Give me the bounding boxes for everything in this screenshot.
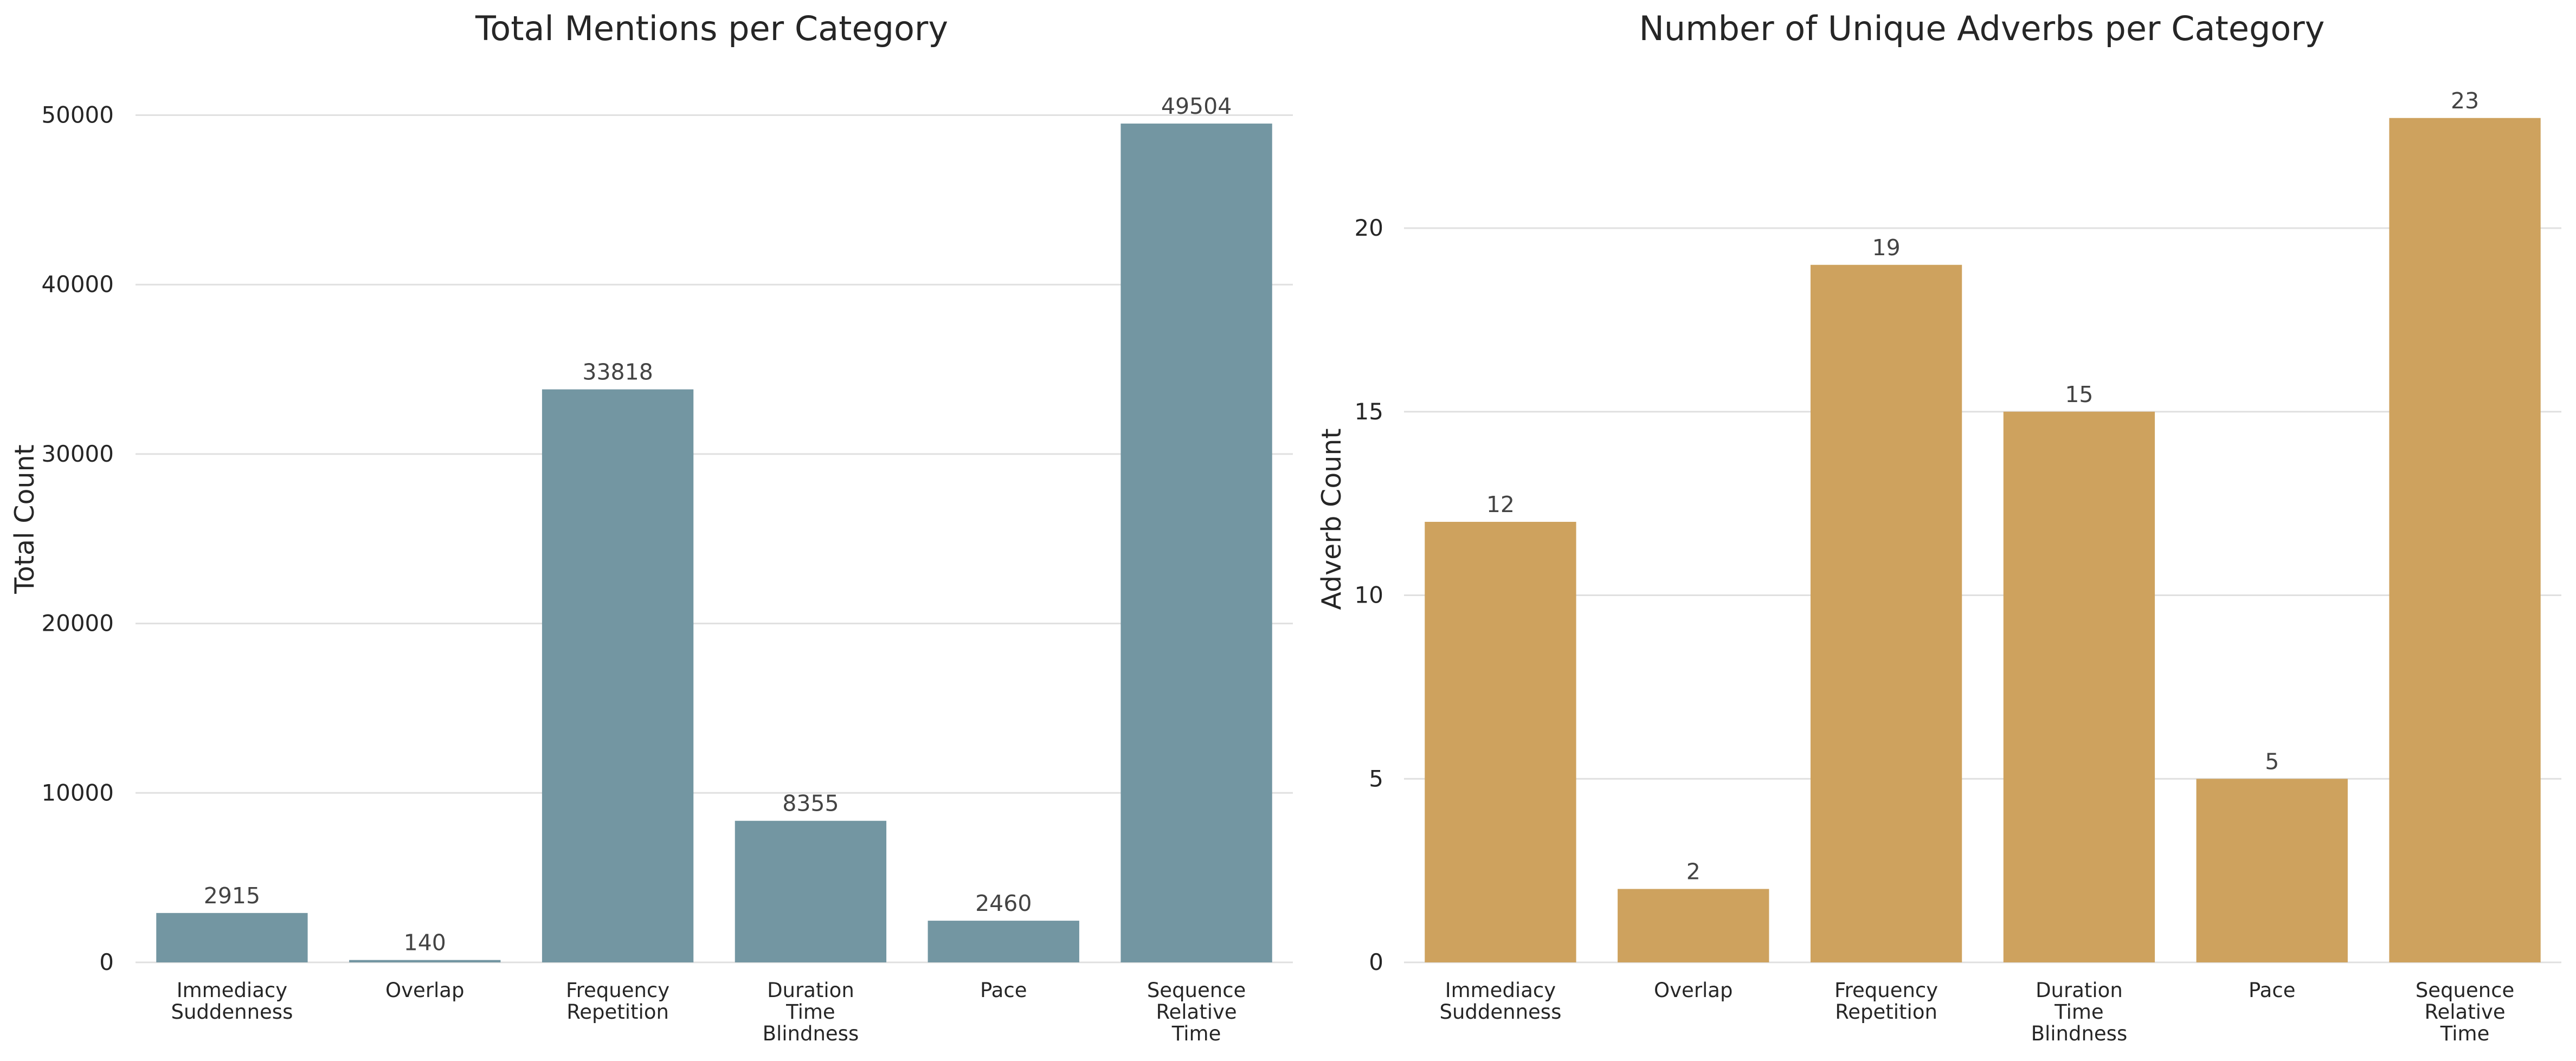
mentions-value-label: 8355: [782, 791, 839, 817]
mentions-y-tick-label: 20000: [41, 610, 114, 637]
adverbs-y-tick-label: 0: [1369, 949, 1383, 975]
adverbs-y-tick-label: 5: [1369, 765, 1383, 792]
mentions-x-tick-line: Time: [1171, 1022, 1221, 1045]
adverbs-y-tick-label: 20: [1355, 215, 1383, 241]
mentions-x-tick-line: Overlap: [385, 979, 464, 1002]
mentions-bar: [1120, 124, 1272, 963]
mentions-x-tick-line: Sequence: [1147, 979, 1246, 1002]
mentions-value-label: 2460: [975, 890, 1032, 916]
adverbs-x-tick-label: Pace: [2249, 979, 2295, 1002]
mentions-y-tick-label: 30000: [41, 441, 114, 467]
adverbs-x-tick-line: Overlap: [1654, 979, 1733, 1002]
mentions-y-tick-label: 10000: [41, 779, 114, 806]
mentions-x-tick-line: Duration: [767, 979, 854, 1002]
adverbs-y-tick-label: 15: [1355, 398, 1383, 425]
adverbs-x-tick-line: Frequency: [1834, 979, 1938, 1002]
adverbs-value-label: 12: [1486, 491, 1515, 517]
adverbs-bar: [1425, 522, 1576, 962]
adverbs-x-tick-line: Blindness: [2031, 1022, 2128, 1045]
mentions-bar: [928, 921, 1079, 962]
adverbs-value-label: 2: [1686, 859, 1701, 885]
mentions-chart-bars: [156, 124, 1272, 963]
mentions-x-tick-line: Suddenness: [171, 1000, 293, 1024]
adverbs-chart-value-labels: 12 2 19 15 5 23: [1486, 88, 2479, 885]
adverbs-bar: [2196, 779, 2348, 962]
adverbs-chart-title: Number of Unique Adverbs per Category: [1639, 9, 2325, 48]
adverbs-value-label: 19: [1872, 235, 1900, 261]
mentions-x-tick-label: Overlap: [385, 979, 464, 1002]
adverbs-chart-x-ticks: Immediacy Suddenness Overlap Frequency Repet…: [1439, 979, 2514, 1045]
mentions-value-label: 140: [404, 930, 446, 956]
mentions-x-tick-line: Pace: [980, 979, 1027, 1002]
mentions-x-tick-line: Repetition: [566, 1000, 669, 1024]
mentions-bar: [156, 913, 308, 962]
mentions-chart-gridlines: [136, 114, 1293, 963]
mentions-chart-title: Total Mentions per Category: [475, 9, 948, 48]
mentions-x-tick-label: Immediacy Suddenness: [171, 979, 293, 1024]
adverbs-bar: [1618, 889, 1769, 962]
mentions-bar: [542, 389, 694, 963]
mentions-chart-x-ticks: Immediacy Suddenness Overlap Frequency Repet…: [171, 979, 1246, 1045]
mentions-x-tick-label: Frequency Repetition: [566, 979, 669, 1024]
mentions-bar: [735, 820, 887, 962]
mentions-chart-value-labels: 2915 140 33818 8355 2460 49504: [204, 93, 1232, 956]
adverbs-chart: Number of Unique Adverbs per Category Ad…: [1316, 9, 2561, 1045]
adverbs-value-label: 5: [2265, 748, 2279, 774]
adverbs-x-tick-label: Frequency Repetition: [1834, 979, 1938, 1024]
adverbs-chart-y-axis-label: Adverb Count: [1316, 428, 1347, 610]
adverbs-x-tick-line: Suddenness: [1439, 1000, 1561, 1024]
mentions-chart-y-ticks: 0 10000 20000 30000 40000 50000: [41, 102, 114, 975]
mentions-chart-y-axis-label: Total Count: [9, 444, 40, 594]
adverbs-x-tick-line: Repetition: [1835, 1000, 1937, 1024]
mentions-y-tick-label: 50000: [41, 102, 114, 128]
mentions-chart: Total Mentions per Category Total Count …: [9, 9, 1293, 1045]
mentions-x-tick-line: Blindness: [763, 1022, 859, 1045]
adverbs-x-tick-line: Immediacy: [1445, 979, 1556, 1002]
adverbs-x-tick-label: Immediacy Suddenness: [1439, 979, 1561, 1024]
adverbs-bar: [1810, 264, 1962, 962]
adverbs-chart-gridlines: [1404, 227, 2561, 963]
mentions-y-tick-label: 40000: [41, 271, 114, 297]
adverbs-x-tick-line: Pace: [2249, 979, 2295, 1002]
adverbs-bar: [2389, 118, 2541, 962]
mentions-x-tick-line: Immediacy: [177, 979, 287, 1002]
mentions-x-tick-label: Pace: [980, 979, 1027, 1002]
mentions-x-tick-line: Time: [785, 1000, 835, 1024]
mentions-x-tick-line: Frequency: [566, 979, 669, 1002]
adverbs-x-tick-line: Sequence: [2416, 979, 2515, 1002]
adverbs-value-label: 23: [2451, 88, 2479, 114]
adverbs-x-tick-line: Time: [2054, 1000, 2104, 1024]
adverbs-x-tick-label: Sequence Relative Time: [2416, 979, 2515, 1045]
mentions-y-tick-label: 0: [99, 949, 114, 975]
mentions-x-tick-line: Relative: [1156, 1000, 1237, 1024]
mentions-value-label: 49504: [1161, 93, 1232, 119]
adverbs-bar: [2003, 411, 2155, 962]
mentions-bar: [349, 960, 501, 962]
mentions-x-tick-label: Duration Time Blindness: [763, 979, 859, 1045]
adverbs-x-tick-label: Duration Time Blindness: [2031, 979, 2128, 1045]
adverbs-chart-bars: [1425, 118, 2541, 962]
adverbs-value-label: 15: [2065, 381, 2093, 407]
adverbs-x-tick-label: Overlap: [1654, 979, 1733, 1002]
mentions-value-label: 33818: [582, 359, 653, 385]
mentions-x-tick-label: Sequence Relative Time: [1147, 979, 1246, 1045]
adverbs-x-tick-line: Time: [2440, 1022, 2490, 1045]
adverbs-x-tick-line: Relative: [2424, 1000, 2505, 1024]
adverbs-x-tick-line: Duration: [2036, 979, 2123, 1002]
adverbs-y-tick-label: 10: [1355, 582, 1383, 609]
mentions-value-label: 2915: [204, 883, 260, 909]
adverbs-chart-y-ticks: 0 5 10 15 20: [1355, 215, 1383, 975]
